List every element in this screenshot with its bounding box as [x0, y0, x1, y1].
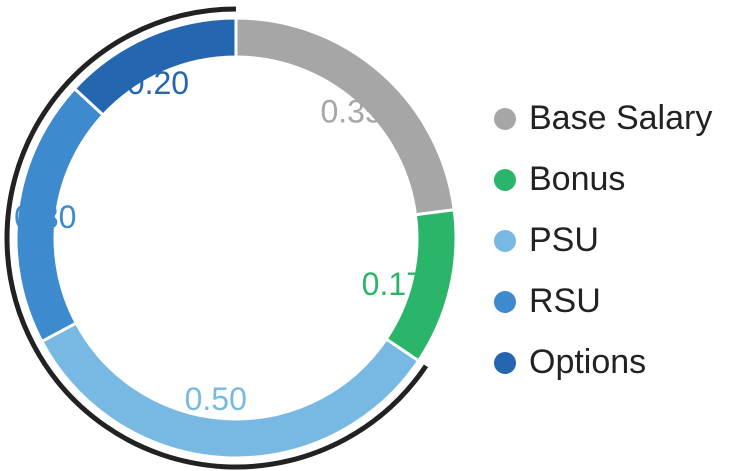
value-label-base-salary: 0.35: [320, 93, 382, 129]
legend-item-bonus: Bonus: [494, 149, 712, 210]
legend-swatch-options: [494, 351, 516, 374]
legend-swatch-psu: [494, 229, 516, 252]
legend: Base Salary Bonus PSU RSU Options: [494, 88, 712, 393]
legend-label-psu: PSU: [529, 221, 599, 259]
value-label-options: 0.20: [127, 65, 189, 101]
legend-label-base-salary: Base Salary: [529, 99, 713, 137]
value-label-rsu: 0.30: [14, 199, 76, 235]
legend-label-bonus: Bonus: [529, 160, 626, 198]
equity-bracket-arc: [4, 6, 429, 470]
legend-label-options: Options: [529, 343, 647, 381]
legend-item-options: Options: [494, 332, 712, 393]
value-label-bonus: 0.175: [362, 266, 442, 302]
value-label-psu: 0.50: [185, 381, 247, 417]
legend-swatch-rsu: [494, 290, 516, 313]
legend-swatch-base-salary: [494, 107, 516, 130]
legend-swatch-bonus: [494, 168, 516, 191]
legend-item-base-salary: Base Salary: [494, 88, 712, 149]
slice-options: [72, 16, 238, 118]
legend-item-psu: PSU: [494, 210, 712, 271]
legend-item-rsu: RSU: [494, 271, 712, 332]
legend-label-rsu: RSU: [529, 282, 601, 320]
